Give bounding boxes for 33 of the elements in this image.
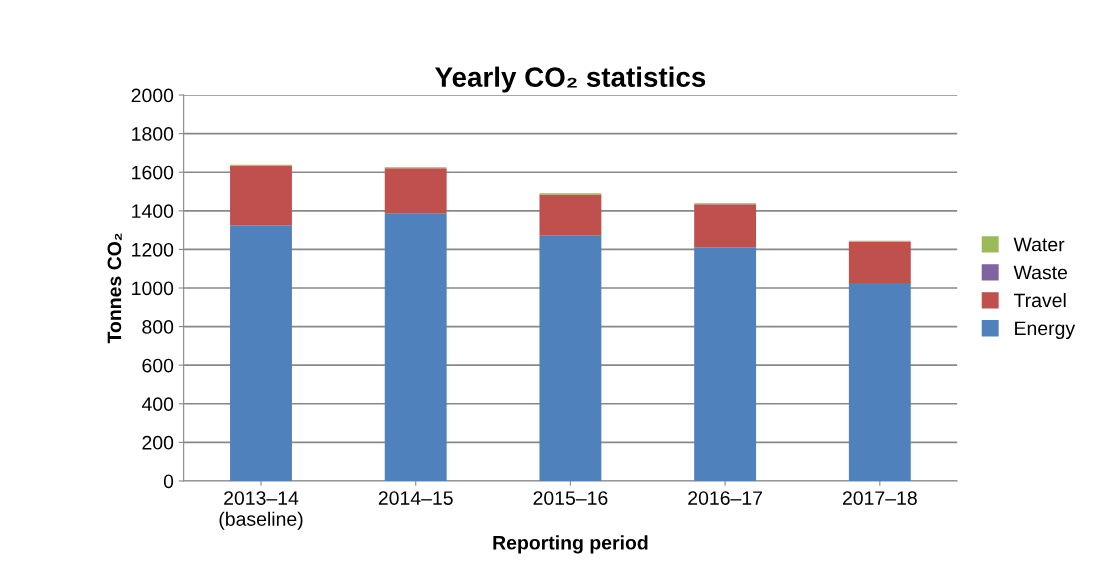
x-tick-label: 2013–14 (baseline) <box>219 491 303 530</box>
y-tick-label: 1600 <box>132 165 174 180</box>
bar <box>230 225 292 481</box>
bar <box>848 282 911 481</box>
bar <box>539 235 602 481</box>
x-tick-label: 2016–17 <box>688 491 762 505</box>
bar <box>539 194 602 236</box>
y-axis-title: Tonnes CO₂ <box>107 233 122 344</box>
legend-label: Energy <box>1015 321 1076 340</box>
y-tick-label: 1200 <box>132 242 174 257</box>
bar <box>384 168 447 214</box>
y-tick-label: 200 <box>142 435 174 450</box>
bar <box>848 241 911 283</box>
bar <box>384 213 447 481</box>
y-tick-label: 1000 <box>132 281 174 296</box>
x-tick-label: 2017–18 <box>842 491 917 505</box>
y-tick-label: 600 <box>142 358 174 373</box>
legend-label: Travel <box>1013 292 1066 308</box>
y-tick-label: 1800 <box>132 127 174 141</box>
x-tick-label: 2015–16 <box>533 491 608 505</box>
legend-label: Waste <box>1013 265 1068 280</box>
x-tick-label: 2014–15 <box>378 491 453 505</box>
y-tick-label: 0 <box>163 474 174 489</box>
bar <box>694 204 757 248</box>
chart-title: Yearly CO₂ statistics <box>435 66 706 93</box>
y-tick-label: 400 <box>141 397 174 412</box>
x-axis-title: Reporting period <box>493 535 648 554</box>
y-tick-label: 1400 <box>132 204 174 219</box>
legend-label: Water <box>1013 237 1065 252</box>
y-tick-label: 800 <box>142 320 174 334</box>
bar <box>694 247 757 481</box>
bar <box>230 165 292 226</box>
y-tick-label: 2000 <box>131 88 174 103</box>
